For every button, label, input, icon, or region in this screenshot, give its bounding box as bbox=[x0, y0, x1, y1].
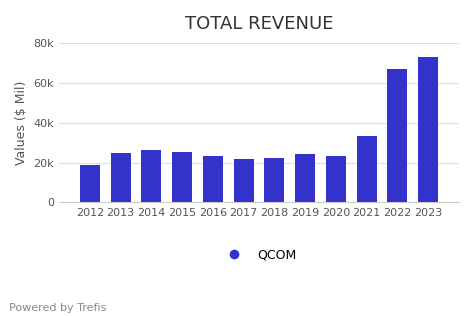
Bar bbox=[264, 158, 284, 203]
Title: TOTAL REVENUE: TOTAL REVENUE bbox=[185, 15, 333, 33]
Y-axis label: Values ($ Mil): Values ($ Mil) bbox=[15, 81, 28, 165]
Bar bbox=[387, 69, 408, 203]
Bar bbox=[418, 57, 438, 203]
Bar bbox=[234, 159, 254, 203]
Bar bbox=[295, 154, 315, 203]
Bar bbox=[326, 155, 346, 203]
Bar bbox=[203, 155, 223, 203]
Bar bbox=[110, 153, 130, 203]
Bar bbox=[80, 165, 100, 203]
Legend: QCOM: QCOM bbox=[217, 244, 301, 267]
Bar bbox=[172, 152, 192, 203]
Bar bbox=[357, 136, 377, 203]
Text: Powered by Trefis: Powered by Trefis bbox=[9, 303, 107, 313]
Bar bbox=[141, 149, 161, 203]
